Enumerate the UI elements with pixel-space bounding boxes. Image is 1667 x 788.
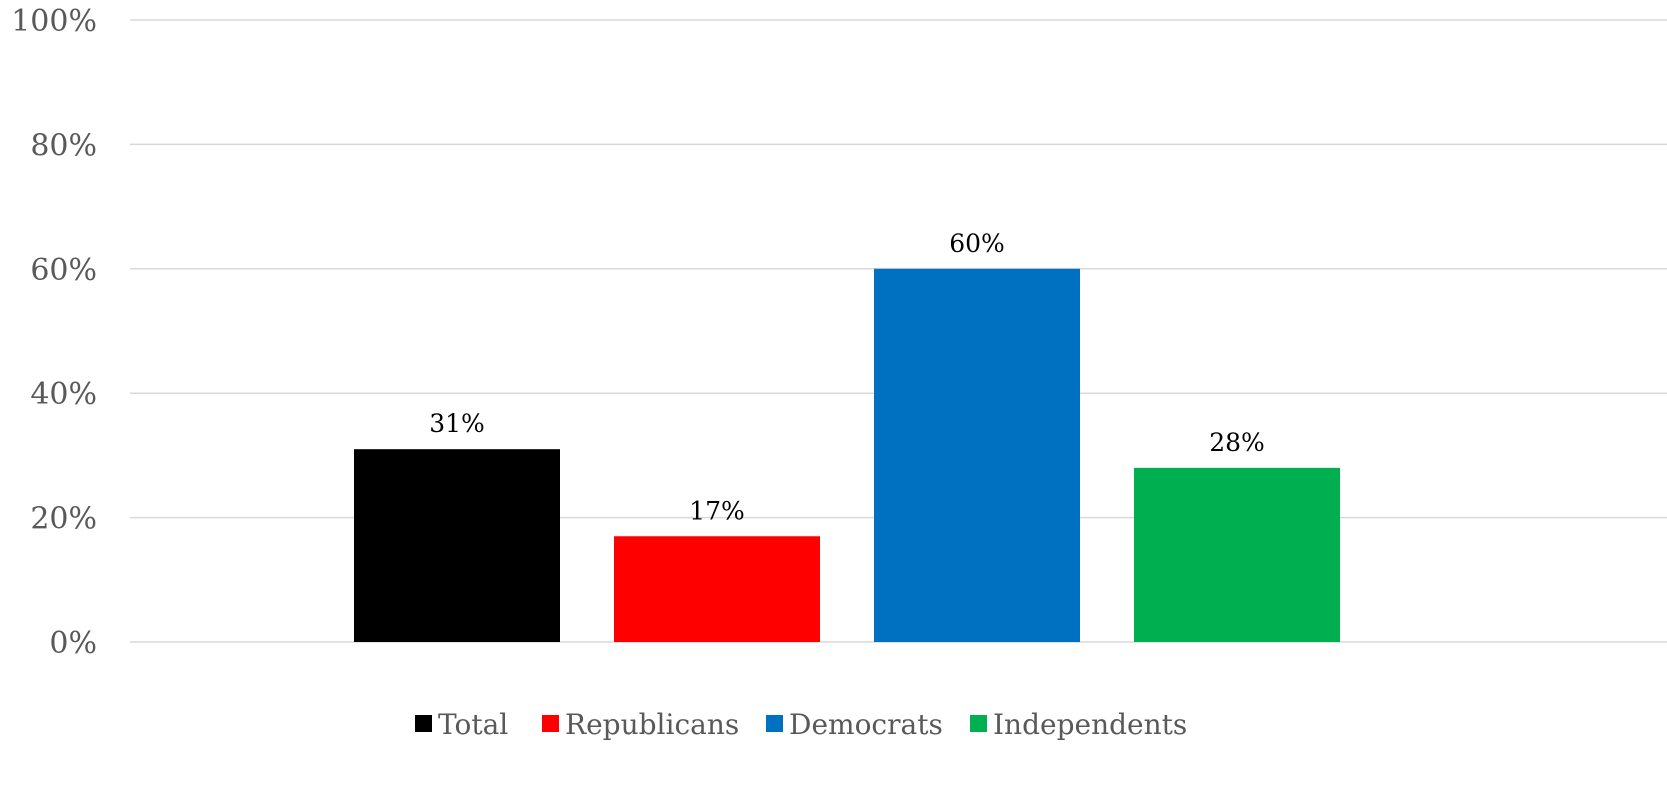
data-label-republicans: 17%: [689, 496, 745, 525]
bars: [354, 268, 1340, 642]
legend-swatch-democrats: [766, 715, 783, 732]
data-label-total: 31%: [429, 409, 485, 438]
legend-label-democrats: Democrats: [789, 708, 943, 741]
bar-republicans: [614, 536, 820, 642]
y-tick-label: 80%: [30, 128, 97, 163]
y-tick-label: 60%: [30, 253, 97, 288]
legend-swatch-independents: [970, 715, 987, 732]
bar-independents: [1134, 467, 1340, 642]
legend-swatch-total: [415, 715, 432, 732]
y-axis-tick-labels: 0% 20% 40% 60% 80% 100%: [11, 4, 97, 661]
legend-label-republicans: Republicans: [565, 708, 739, 741]
legend-label-independents: Independents: [993, 708, 1187, 741]
bar-democrats: [874, 268, 1080, 642]
y-tick-label: 100%: [11, 4, 97, 39]
bar-total: [354, 449, 560, 642]
y-tick-label: 0%: [49, 626, 97, 661]
data-label-independents: 28%: [1209, 428, 1265, 457]
data-labels: 31% 17% 60% 28%: [429, 229, 1265, 525]
data-label-democrats: 60%: [949, 229, 1005, 258]
y-tick-label: 40%: [30, 377, 97, 412]
legend-label-total: Total: [438, 708, 508, 741]
y-tick-label: 20%: [30, 502, 97, 537]
legend-swatch-republicans: [542, 715, 559, 732]
legend: Total Republicans Democrats Independents: [415, 708, 1187, 741]
